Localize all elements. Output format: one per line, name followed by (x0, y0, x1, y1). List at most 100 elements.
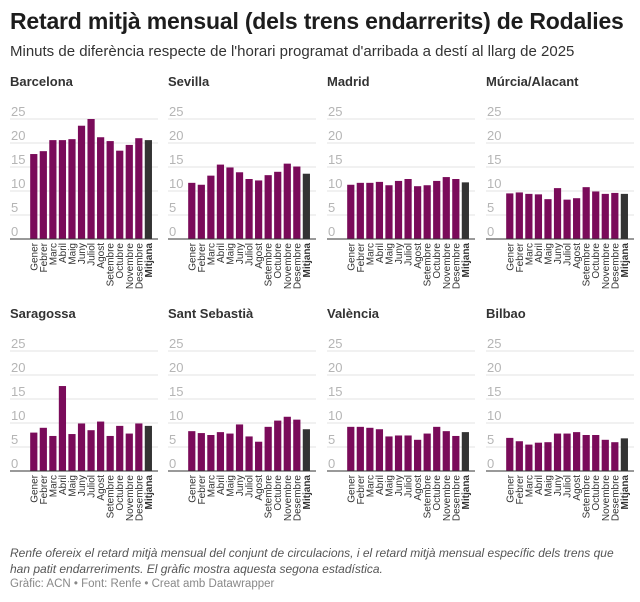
bar (125, 433, 133, 471)
x-tick-label: Novembre (125, 243, 136, 290)
bar (404, 435, 412, 471)
x-tick-label: Marc (524, 243, 535, 265)
y-tick-label: 20 (11, 360, 25, 375)
y-tick-label: 20 (169, 128, 183, 143)
y-tick-label: 5 (487, 200, 494, 215)
x-tick-label: Juliol (245, 243, 256, 266)
x-tick-label: Desembre (134, 475, 145, 522)
bar (385, 436, 393, 471)
x-tick-label: Octubre (273, 475, 284, 511)
x-tick-label: Abril (534, 243, 545, 263)
y-tick-label: 10 (487, 408, 501, 423)
x-tick-label: Abril (375, 475, 386, 495)
bar (293, 166, 301, 239)
x-tick-label: Juny (235, 243, 246, 264)
y-tick-label: 5 (11, 432, 18, 447)
bar (375, 429, 384, 471)
y-tick-label: 0 (11, 224, 18, 239)
x-tick-label: Abril (58, 475, 69, 495)
x-tick-label: Maig (67, 475, 78, 497)
bar (582, 435, 590, 471)
y-tick-label: 20 (487, 360, 501, 375)
x-tick-label: Novembre (442, 475, 453, 522)
bar (87, 119, 95, 239)
panel-title: Sant Sebastià (168, 306, 254, 321)
y-tick-label: 0 (328, 224, 335, 239)
x-tick-label: Juny (235, 475, 246, 496)
x-tick-label: Octubre (115, 243, 126, 279)
bar (452, 179, 460, 239)
x-tick-label: Abril (216, 243, 227, 263)
x-tick-label: Juliol (87, 475, 98, 498)
y-tick-label: 15 (328, 384, 342, 399)
x-tick-label: Desembre (451, 243, 462, 290)
bar-average (461, 182, 469, 239)
bar-chart: 0 5 10 15 20 25 GenerFebrerMarcAbrilMaigJunyJu… (486, 104, 634, 289)
x-tick-label: Mitjana (302, 475, 313, 510)
bar (404, 179, 412, 239)
x-tick-label: Agost (96, 243, 107, 269)
x-tick-label: Setembre (264, 475, 275, 519)
x-tick-label: Juliol (404, 475, 415, 498)
bar (49, 435, 57, 471)
x-tick-label: Mitjana (620, 243, 631, 278)
y-tick-label: 10 (487, 176, 501, 191)
panel-title: València (327, 306, 380, 321)
panel-madrid: Madrid 0 5 10 15 20 25 Gener Febrer Marc Abril Maig… (327, 74, 482, 314)
bar (77, 423, 86, 471)
panel-sevilla: Sevilla 0 5 10 15 20 25 Gener Febrer Marc Abril Mai… (168, 74, 323, 314)
bar (544, 199, 552, 239)
y-tick-label: 15 (169, 152, 183, 167)
x-tick-label: Marc (206, 243, 217, 265)
bar (347, 184, 355, 239)
bar (68, 434, 76, 471)
panel-title: Sevilla (168, 74, 210, 89)
x-tick-label: Mitjana (302, 243, 313, 278)
x-tick-label: Novembre (601, 475, 612, 522)
bar (283, 416, 291, 471)
x-tick-label: Agost (96, 475, 107, 501)
bar (611, 442, 619, 471)
panel-title: Madrid (327, 74, 370, 89)
bar-chart: 0 5 10 15 20 25 GenerFebrerMarcAbrilMaigJunyJu… (168, 336, 316, 521)
x-tick-label: Juny (77, 475, 88, 496)
x-tick-label: Agost (413, 475, 424, 501)
x-tick-label: Octubre (432, 243, 443, 279)
y-tick-label: 10 (169, 408, 183, 423)
x-tick-label: Agost (572, 475, 583, 501)
x-tick-label: Gener (187, 242, 198, 270)
panel-bilbao: Bilbao 0 5 10 15 20 25 Gener Febrer Marc Abril Maig… (486, 306, 640, 546)
bar (116, 425, 124, 471)
y-tick-label: 25 (169, 336, 183, 351)
y-tick-label: 25 (169, 104, 183, 119)
x-tick-label: Octubre (273, 243, 284, 279)
bar (49, 140, 57, 239)
bar (433, 180, 441, 239)
bar (563, 433, 571, 471)
x-tick-label: Juny (394, 475, 405, 496)
panel-title: Saragossa (10, 306, 76, 321)
x-tick-label: Gener (29, 242, 40, 270)
x-tick-label: Desembre (134, 243, 145, 290)
bar (592, 191, 600, 239)
x-tick-label: Juliol (404, 243, 415, 266)
bar (433, 426, 441, 471)
bar (235, 424, 244, 471)
y-tick-label: 5 (328, 200, 335, 215)
x-tick-label: Maig (225, 475, 236, 497)
x-tick-label: Novembre (125, 475, 136, 522)
bar (188, 431, 196, 471)
bar (135, 423, 143, 471)
bar (245, 436, 253, 471)
x-tick-label: Marc (206, 475, 217, 497)
panel-sant-sebastià: Sant Sebastià 0 5 10 15 20 25 Gener Febrer Marc Ab… (168, 306, 323, 546)
bar (442, 177, 450, 239)
bar (255, 180, 263, 239)
x-tick-label: Febrer (356, 242, 367, 272)
bar (226, 167, 234, 239)
y-tick-label: 20 (328, 360, 342, 375)
x-tick-label: Mitjana (144, 243, 155, 278)
x-tick-label: Febrer (39, 474, 50, 504)
bar (135, 138, 143, 239)
credit-line: Gràfic: ACN • Font: Renfe • Creat amb Da… (10, 578, 275, 590)
